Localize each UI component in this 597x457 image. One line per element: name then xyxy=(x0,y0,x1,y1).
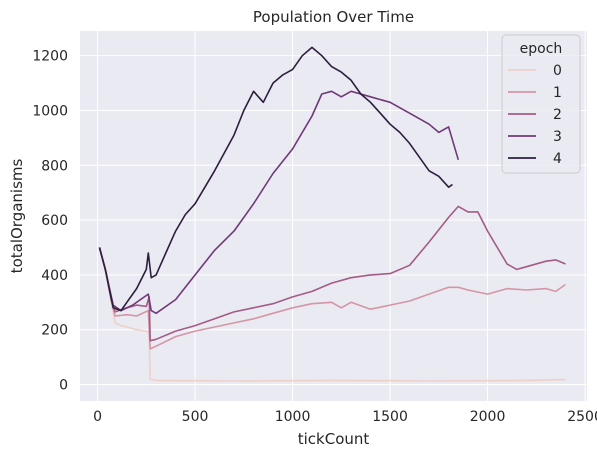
legend-title: epoch xyxy=(520,41,563,57)
x-tick-label: 1000 xyxy=(275,409,311,425)
y-tick-labels: 0 200 400 600 800 1000 1200 xyxy=(32,49,68,394)
series-line-epoch-4 xyxy=(98,46,453,312)
legend-label: 3 xyxy=(553,129,562,145)
legend-label: 4 xyxy=(553,151,562,167)
series-line-epoch-3 xyxy=(98,90,460,315)
x-axis-label: tickCount xyxy=(298,430,370,448)
legend-label: 0 xyxy=(553,63,562,79)
y-tick-label: 1200 xyxy=(32,49,68,65)
x-tick-label: 0 xyxy=(93,409,102,425)
y-axis-label: totalOrganisms xyxy=(8,158,26,273)
x-tick-label: 2000 xyxy=(470,409,506,425)
y-tick-label: 600 xyxy=(41,213,68,229)
legend-item: 2 xyxy=(508,107,562,123)
legend-item: 3 xyxy=(508,129,562,145)
y-tick-label: 0 xyxy=(59,378,68,394)
legend-item: 4 xyxy=(508,151,562,167)
legend-item: 0 xyxy=(508,63,562,79)
y-tick-label: 400 xyxy=(41,268,68,284)
legend-label: 2 xyxy=(553,107,562,123)
legend-label: 1 xyxy=(553,85,562,101)
legend: epoch 0 1 2 3 4 xyxy=(501,34,581,174)
chart-title: Population Over Time xyxy=(253,8,414,26)
y-tick-label: 200 xyxy=(41,323,68,339)
x-tick-label: 500 xyxy=(182,409,209,425)
y-tick-label: 800 xyxy=(41,158,68,174)
series-line-epoch-2 xyxy=(98,205,566,342)
series-line-epoch-1 xyxy=(98,247,566,350)
series-lines xyxy=(98,46,566,382)
legend-items: 0 1 2 3 4 xyxy=(508,63,562,167)
series-line-epoch-0 xyxy=(98,247,566,382)
y-tick-label: 1000 xyxy=(32,103,68,119)
x-tick-label: 1500 xyxy=(372,409,408,425)
legend-item: 1 xyxy=(508,85,562,101)
